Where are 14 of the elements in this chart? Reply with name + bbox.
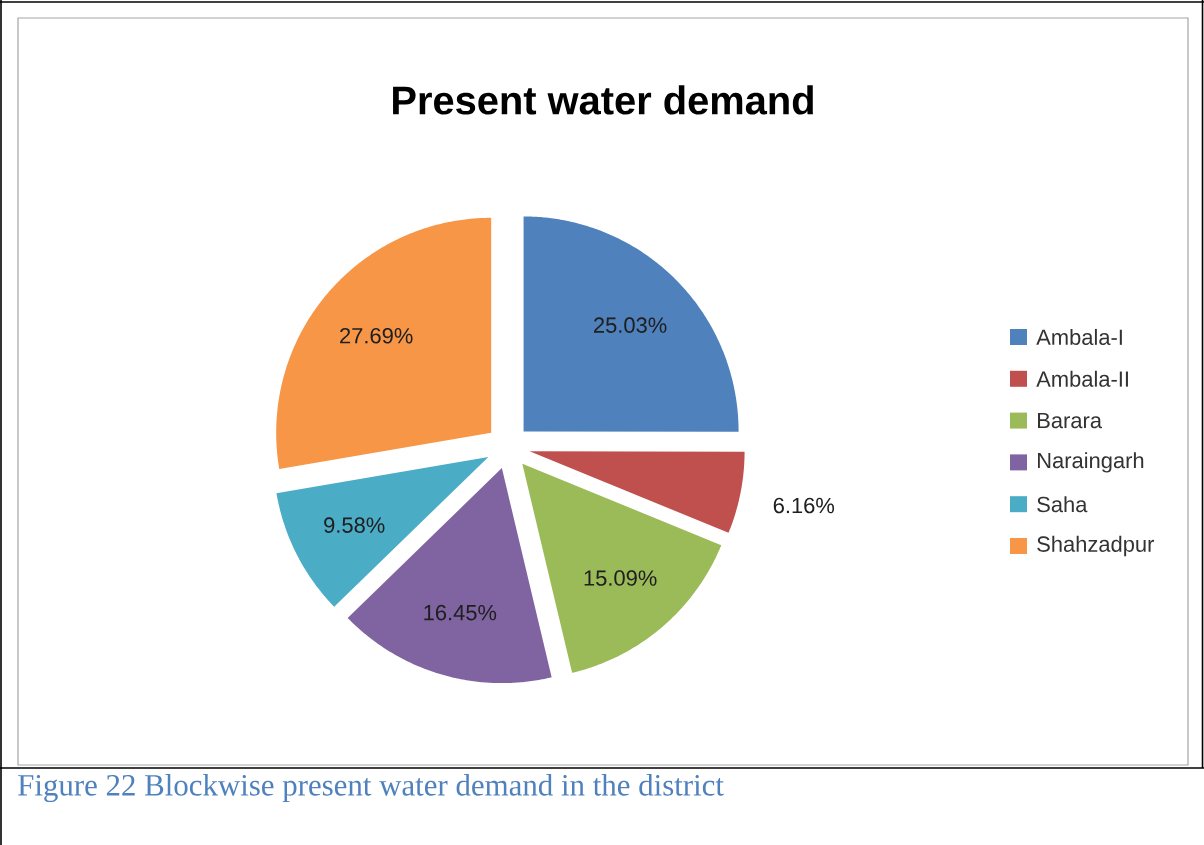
data-label: 9.58% bbox=[324, 517, 385, 533]
legend-label: Ambala-I bbox=[1036, 328, 1122, 346]
data-label: 27.69% bbox=[340, 327, 413, 344]
legend-label: Saha bbox=[1037, 496, 1088, 513]
data-label: 25.03% bbox=[594, 317, 667, 333]
legend-label: Ambala-II bbox=[1036, 370, 1128, 387]
legend-label: Barara bbox=[1038, 412, 1102, 429]
caption: Figure 22 Blockwise present water demand in the district bbox=[18, 773, 724, 803]
data-label: 6.16% bbox=[773, 497, 835, 514]
data-label: 16.45% bbox=[424, 604, 497, 621]
legend-label: Naraingarh bbox=[1038, 452, 1144, 473]
data-label: 15.09% bbox=[584, 570, 657, 586]
legend-label: Shahzadpur bbox=[1037, 535, 1155, 557]
chart-title: Present water demand bbox=[393, 85, 813, 115]
